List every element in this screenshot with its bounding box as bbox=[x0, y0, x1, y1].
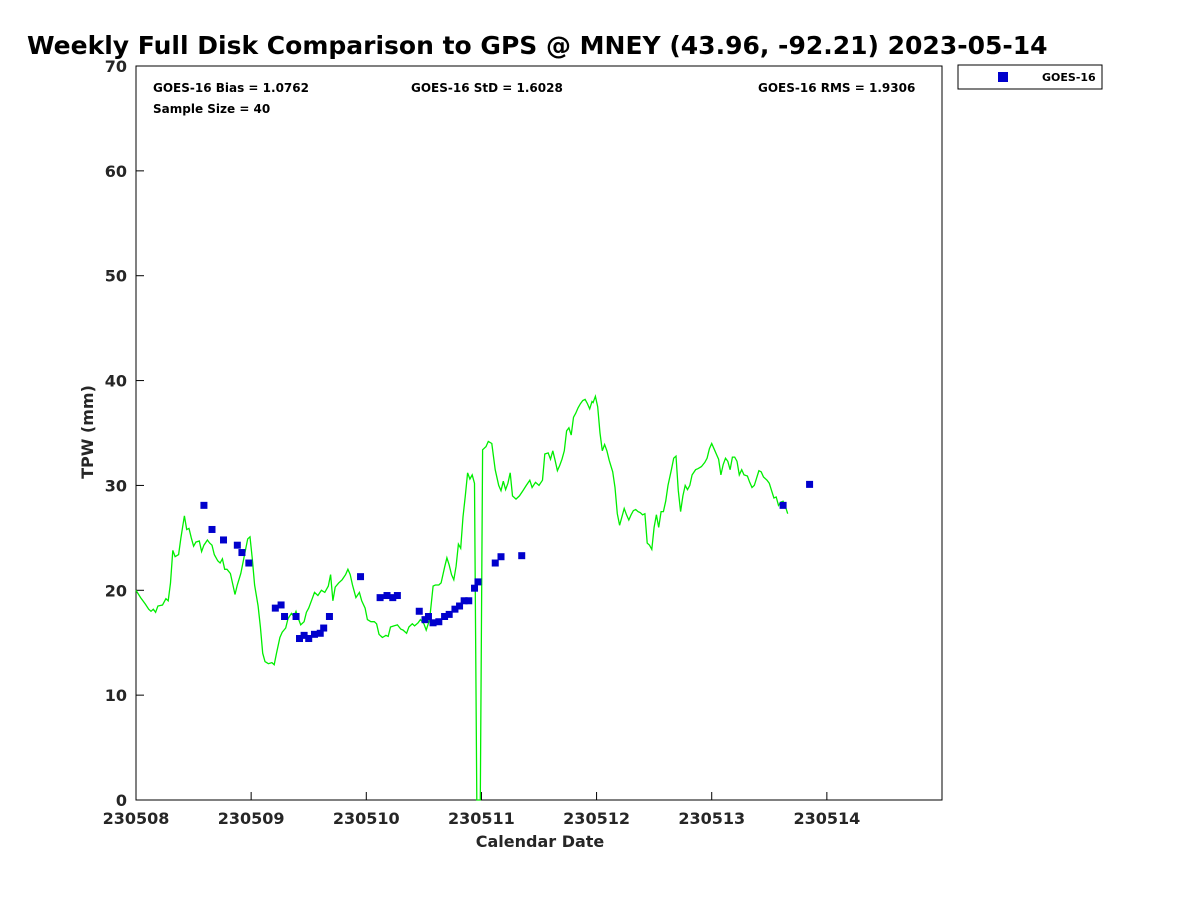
goes16-point bbox=[393, 592, 401, 600]
std-stat: GOES-16 StD = 1.6028 bbox=[411, 81, 563, 95]
x-tick-label: 230508 bbox=[103, 809, 170, 828]
goes16-point bbox=[320, 624, 328, 632]
y-tick-label: 50 bbox=[105, 267, 127, 286]
goes16-point bbox=[465, 597, 473, 605]
goes16-point bbox=[445, 610, 453, 618]
goes16-point bbox=[518, 552, 526, 560]
goes16-point bbox=[474, 578, 482, 586]
y-axis-label: TPW (mm) bbox=[78, 385, 97, 479]
goes16-point bbox=[245, 559, 253, 567]
goes16-point bbox=[233, 541, 241, 549]
plot-area bbox=[135, 65, 943, 801]
goes16-point bbox=[305, 635, 313, 643]
goes16-point bbox=[296, 635, 304, 643]
goes16-point bbox=[277, 601, 285, 609]
goes16-point bbox=[383, 592, 391, 600]
sample-size-stat: Sample Size = 40 bbox=[153, 102, 270, 116]
x-tick-label: 230512 bbox=[563, 809, 630, 828]
y-tick-label: 10 bbox=[105, 686, 127, 705]
goes16-point bbox=[460, 597, 468, 605]
y-tick-label: 0 bbox=[116, 791, 127, 810]
goes16-point bbox=[441, 613, 449, 620]
goes16-point bbox=[456, 602, 464, 610]
goes16-point bbox=[471, 584, 479, 592]
series-line-gps bbox=[135, 393, 789, 801]
y-tick-label: 20 bbox=[105, 581, 127, 600]
goes16-point bbox=[325, 613, 333, 620]
bias-stat: GOES-16 Bias = 1.0762 bbox=[153, 81, 309, 95]
goes16-point bbox=[220, 536, 228, 544]
y-tick-label: 70 bbox=[105, 57, 127, 76]
goes16-point bbox=[497, 553, 505, 561]
goes16-point bbox=[435, 618, 443, 626]
goes16-point bbox=[429, 619, 437, 627]
y-tick-label: 60 bbox=[105, 162, 127, 181]
goes16-point bbox=[271, 604, 279, 612]
goes16-point bbox=[281, 613, 289, 620]
series-layer bbox=[135, 393, 814, 801]
goes16-point bbox=[357, 573, 365, 581]
goes16-point bbox=[779, 501, 787, 509]
legend: GOES-16 bbox=[957, 64, 1103, 90]
goes16-point bbox=[310, 630, 318, 638]
legend-marker-goes16 bbox=[998, 72, 1008, 82]
goes16-point bbox=[238, 549, 246, 557]
goes16-point bbox=[376, 594, 384, 602]
goes16-point bbox=[806, 480, 814, 488]
y-tick-label: 40 bbox=[105, 372, 127, 391]
goes16-point bbox=[300, 631, 308, 639]
y-tick-label: 30 bbox=[105, 476, 127, 495]
goes16-point bbox=[424, 613, 432, 620]
y-axis: 0 10 20 30 40 50 60 70 bbox=[105, 57, 144, 810]
goes16-point bbox=[316, 629, 324, 637]
x-tick-label: 230510 bbox=[333, 809, 400, 828]
goes16-point bbox=[451, 605, 459, 613]
x-tick-label: 230509 bbox=[218, 809, 285, 828]
rms-stat: GOES-16 RMS = 1.9306 bbox=[758, 81, 915, 95]
x-axis: 230508 230509 230510 230511 230512 230513 2305… bbox=[103, 792, 860, 828]
goes16-point bbox=[292, 613, 300, 620]
chart-title: Weekly Full Disk Comparison to GPS @ MNE… bbox=[27, 31, 1048, 60]
goes16-point bbox=[208, 525, 216, 533]
goes16-point bbox=[415, 607, 423, 615]
x-axis-label: Calendar Date bbox=[476, 832, 605, 851]
legend-label-goes16: GOES-16 bbox=[1042, 71, 1096, 84]
goes16-point bbox=[491, 559, 499, 567]
legend-box bbox=[957, 64, 1103, 90]
x-tick-label: 230514 bbox=[793, 809, 860, 828]
goes16-point bbox=[200, 501, 208, 509]
goes16-point bbox=[389, 594, 397, 602]
x-tick-label: 230511 bbox=[448, 809, 515, 828]
x-tick-label: 230513 bbox=[678, 809, 745, 828]
